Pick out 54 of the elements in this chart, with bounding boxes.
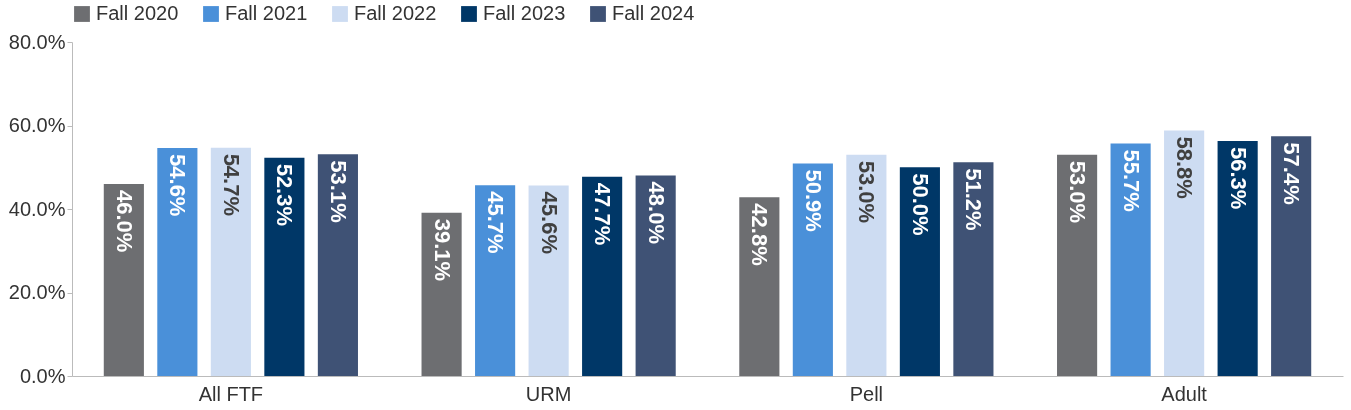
data-label: 54.7% [218, 153, 244, 217]
bar [1057, 154, 1098, 376]
bar [1164, 130, 1205, 376]
legend-label: Fall 2022 [354, 2, 437, 24]
y-tick-label: 20.0% [8, 281, 66, 303]
data-label: 47.7% [590, 182, 616, 246]
bar [157, 148, 198, 376]
data-label: 53.1% [325, 160, 351, 223]
data-label: 55.7% [1118, 149, 1144, 212]
legend-label: Fall 2020 [96, 2, 179, 24]
bar [953, 162, 994, 376]
data-label: 53.0% [1065, 160, 1091, 224]
data-label: 52.3% [272, 163, 298, 227]
x-tick-label: URM [525, 382, 572, 405]
legend-label: Fall 2023 [483, 2, 566, 24]
bar [103, 183, 144, 376]
bar [528, 185, 569, 376]
data-label: 39.1% [429, 218, 455, 282]
bar [846, 154, 887, 376]
data-label: 57.4% [1279, 142, 1305, 205]
bar [317, 154, 358, 376]
data-label: 50.9% [800, 169, 826, 232]
bar [899, 167, 940, 376]
data-label: 46.0% [111, 189, 137, 253]
bar [421, 212, 462, 376]
bar [264, 157, 305, 376]
data-label: 51.2% [961, 168, 987, 231]
data-label: 45.6% [536, 191, 562, 255]
data-label: 54.6% [165, 154, 191, 217]
data-label: 56.3% [1225, 146, 1251, 210]
bar [739, 197, 780, 376]
data-label: 45.7% [483, 191, 509, 254]
legend-label: Fall 2024 [612, 2, 695, 24]
bar [1271, 136, 1312, 376]
bar [475, 185, 516, 376]
bar [792, 163, 833, 376]
y-tick-label: 0.0% [19, 364, 66, 387]
data-label: 48.0% [643, 181, 669, 244]
data-label: 42.8% [747, 203, 773, 266]
bar [210, 147, 251, 376]
bar [635, 175, 676, 376]
data-label: 50.0% [907, 173, 933, 236]
bar [1110, 143, 1151, 376]
x-tick-label: Adult [1161, 382, 1208, 405]
legend-label: Fall 2021 [225, 2, 308, 24]
y-tick-label: 80.0% [8, 30, 66, 53]
x-tick-label: Pell [849, 382, 884, 405]
data-label: 58.8% [1172, 136, 1198, 199]
y-tick-label: 60.0% [8, 114, 66, 136]
y-tick-label: 40.0% [8, 197, 66, 220]
x-tick-label: All FTF [198, 382, 264, 405]
bar [582, 176, 623, 376]
data-label: 53.0% [854, 160, 880, 224]
bar [1217, 140, 1258, 376]
